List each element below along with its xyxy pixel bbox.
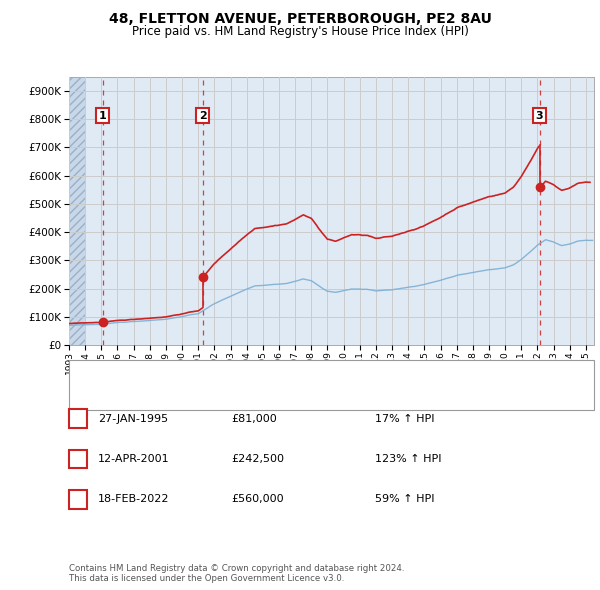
Text: 48, FLETTON AVENUE, PETERBOROUGH, PE2 8AU: 48, FLETTON AVENUE, PETERBOROUGH, PE2 8A… xyxy=(109,12,491,26)
Text: 27-JAN-1995: 27-JAN-1995 xyxy=(98,414,168,424)
Text: 123% ↑ HPI: 123% ↑ HPI xyxy=(375,454,442,464)
Text: HPI: Average price, detached house, City of Peterborough: HPI: Average price, detached house, City… xyxy=(114,391,395,401)
Text: 48, FLETTON AVENUE, PETERBOROUGH, PE2 8AU (detached house): 48, FLETTON AVENUE, PETERBOROUGH, PE2 8A… xyxy=(114,369,443,379)
Text: 59% ↑ HPI: 59% ↑ HPI xyxy=(375,494,434,504)
Text: 3: 3 xyxy=(536,111,544,120)
Text: 1: 1 xyxy=(74,414,82,424)
Text: 2: 2 xyxy=(199,111,206,120)
Bar xyxy=(539,77,594,345)
Text: 3: 3 xyxy=(74,494,82,504)
Text: £242,500: £242,500 xyxy=(231,454,284,464)
Bar xyxy=(85,77,539,345)
Bar xyxy=(69,77,85,345)
Text: £560,000: £560,000 xyxy=(231,494,284,504)
Text: 18-FEB-2022: 18-FEB-2022 xyxy=(98,494,169,504)
Text: 2: 2 xyxy=(74,454,82,464)
Text: Price paid vs. HM Land Registry's House Price Index (HPI): Price paid vs. HM Land Registry's House … xyxy=(131,25,469,38)
Text: Contains HM Land Registry data © Crown copyright and database right 2024.
This d: Contains HM Land Registry data © Crown c… xyxy=(69,563,404,583)
Text: £81,000: £81,000 xyxy=(231,414,277,424)
Text: 1: 1 xyxy=(98,111,106,120)
Text: 12-APR-2001: 12-APR-2001 xyxy=(98,454,169,464)
Text: 17% ↑ HPI: 17% ↑ HPI xyxy=(375,414,434,424)
